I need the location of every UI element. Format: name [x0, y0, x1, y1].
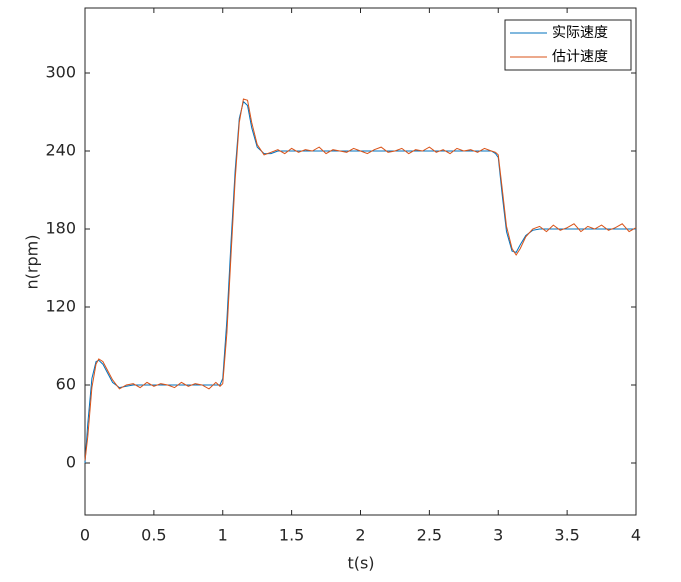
- y-tick-label: 180: [45, 219, 76, 238]
- y-tick-label: 240: [45, 141, 76, 160]
- y-tick-label: 120: [45, 297, 76, 316]
- data-line: [84, 98, 637, 461]
- x-tick-label: 1: [218, 526, 228, 545]
- x-tick-label: 2.5: [417, 526, 442, 545]
- x-tick-label: 3.5: [554, 526, 579, 545]
- legend-label: 实际速度: [552, 25, 608, 41]
- x-tick-label: 0: [80, 526, 90, 545]
- x-axis-label: t(s): [347, 554, 374, 573]
- x-tick-label: 0.5: [141, 526, 166, 545]
- x-tick-label: 4: [631, 526, 641, 545]
- y-tick-label: 300: [45, 63, 76, 82]
- x-tick-label: 3: [493, 526, 503, 545]
- legend-box: [504, 19, 632, 71]
- x-tick-label: 1.5: [279, 526, 304, 545]
- legend-label: 估计速度: [552, 49, 608, 65]
- y-tick-label: 60: [56, 375, 76, 394]
- plot-area: [84, 7, 637, 516]
- x-tick-label: 2: [355, 526, 365, 545]
- y-axis-label: n(rpm): [23, 235, 42, 290]
- y-tick-label: 0: [66, 453, 76, 472]
